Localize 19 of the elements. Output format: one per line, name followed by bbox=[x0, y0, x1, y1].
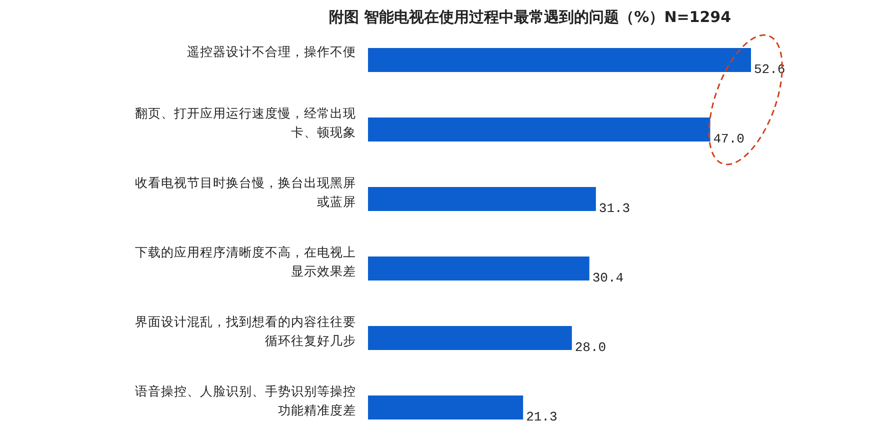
bar bbox=[368, 256, 590, 280]
data-label: 31.3 bbox=[598, 201, 630, 216]
bar bbox=[368, 48, 751, 72]
data-label: 52.6 bbox=[754, 62, 786, 77]
data-label: 28.0 bbox=[574, 340, 606, 355]
bar bbox=[368, 187, 596, 211]
y-tick-label: 下载的应用程序清晰度不高，在电视上显示效果差 bbox=[135, 244, 356, 278]
y-tick-label: 遥控器设计不合理，操作不便 bbox=[187, 44, 356, 59]
y-tick-label: 语音操控、人脸识别、手势识别等操控功能精准度差 bbox=[135, 384, 356, 418]
bar bbox=[368, 118, 710, 142]
y-tick-label: 翻页、打开应用运行速度慢，经常出现卡、顿现象 bbox=[135, 106, 356, 140]
y-tick-label: 界面设计混乱，找到想看的内容往往要循环往复好几步 bbox=[135, 314, 356, 348]
y-tick-label: 收看电视节目时换台慢，换台出现黑屏或蓝屏 bbox=[135, 175, 356, 209]
data-label: 21.3 bbox=[526, 410, 558, 424]
chart-title: 附图 智能电视在使用过程中最常遇到的问题（%）N=1294 bbox=[328, 8, 732, 26]
bar bbox=[368, 396, 524, 420]
data-label: 30.4 bbox=[592, 270, 624, 286]
data-label: 47.0 bbox=[713, 132, 744, 146]
bar bbox=[368, 326, 572, 350]
